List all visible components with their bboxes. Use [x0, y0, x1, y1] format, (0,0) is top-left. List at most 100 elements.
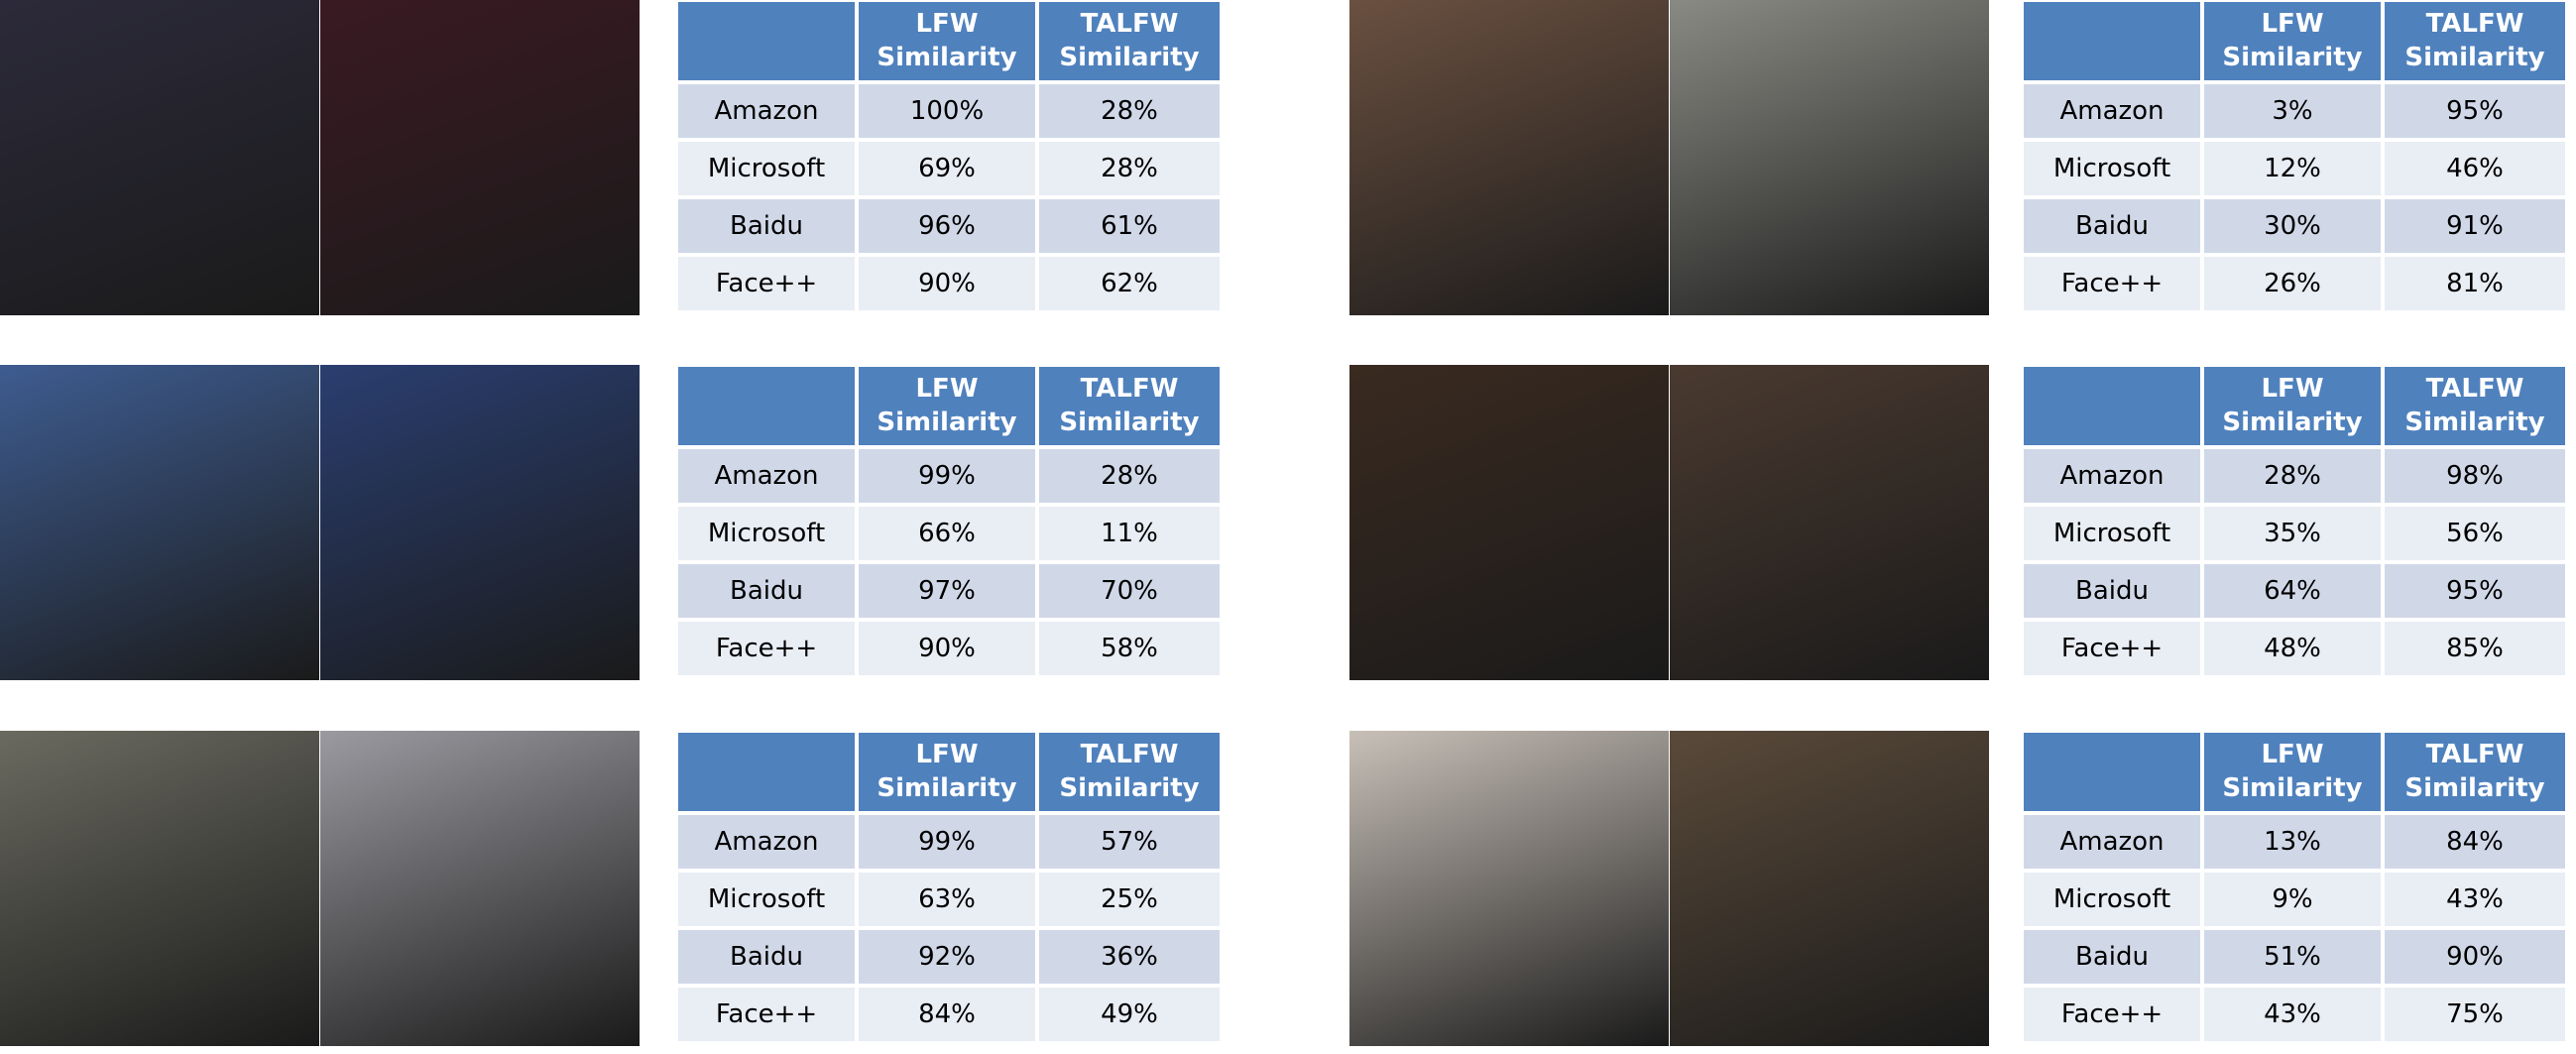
- similarity-cell: 81%: [2383, 255, 2567, 312]
- service-name: Microsoft: [2022, 871, 2202, 928]
- similarity-cell: 28%: [1037, 140, 1222, 197]
- similarity-cell: 70%: [1037, 562, 1222, 620]
- face-photo: [1670, 365, 1989, 680]
- similarity-cell: 90%: [857, 620, 1037, 677]
- service-name: Amazon: [676, 82, 857, 140]
- similarity-cell: 43%: [2383, 871, 2567, 928]
- similarity-cell: 95%: [2383, 562, 2567, 620]
- similarity-cell: 91%: [2383, 197, 2567, 255]
- face-photo: [1670, 731, 1989, 1046]
- service-name: Microsoft: [676, 871, 857, 928]
- service-name: Face++: [2022, 620, 2202, 677]
- column-header: TALFW Similarity: [1037, 731, 1222, 813]
- similarity-cell: 3%: [2202, 82, 2383, 140]
- service-name: Face++: [2022, 255, 2202, 312]
- service-name: Baidu: [2022, 928, 2202, 986]
- similarity-cell: 12%: [2202, 140, 2383, 197]
- similarity-cell: 63%: [857, 871, 1037, 928]
- similarity-cell: 46%: [2383, 140, 2567, 197]
- column-header: TALFW Similarity: [2383, 731, 2567, 813]
- service-name: Microsoft: [2022, 505, 2202, 562]
- service-name: Amazon: [2022, 813, 2202, 871]
- column-header: LFW Similarity: [857, 365, 1037, 447]
- similarity-cell: 90%: [857, 255, 1037, 312]
- similarity-cell: 100%: [857, 82, 1037, 140]
- similarity-cell: 95%: [2383, 82, 2567, 140]
- similarity-cell: 85%: [2383, 620, 2567, 677]
- column-header: LFW Similarity: [857, 731, 1037, 813]
- similarity-cell: 66%: [857, 505, 1037, 562]
- header-cell: [2022, 0, 2202, 82]
- similarity-cell: 99%: [857, 813, 1037, 871]
- similarity-cell: 84%: [857, 986, 1037, 1043]
- column-header: TALFW Similarity: [1037, 0, 1222, 82]
- similarity-cell: 64%: [2202, 562, 2383, 620]
- service-name: Microsoft: [676, 140, 857, 197]
- service-name: Face++: [676, 255, 857, 312]
- similarity-cell: 69%: [857, 140, 1037, 197]
- header-cell: [676, 731, 857, 813]
- face-photo: [0, 0, 319, 315]
- similarity-cell: 90%: [2383, 928, 2567, 986]
- similarity-cell: 43%: [2202, 986, 2383, 1043]
- similarity-cell: 48%: [2202, 620, 2383, 677]
- similarity-cell: 13%: [2202, 813, 2383, 871]
- face-photo: [0, 365, 319, 680]
- similarity-cell: 92%: [857, 928, 1037, 986]
- column-header: TALFW Similarity: [2383, 365, 2567, 447]
- service-name: Face++: [676, 620, 857, 677]
- similarity-cell: 98%: [2383, 447, 2567, 505]
- similarity-cell: 84%: [2383, 813, 2567, 871]
- similarity-cell: 96%: [857, 197, 1037, 255]
- column-header: LFW Similarity: [2202, 365, 2383, 447]
- similarity-cell: 61%: [1037, 197, 1222, 255]
- service-name: Amazon: [2022, 82, 2202, 140]
- service-name: Microsoft: [2022, 140, 2202, 197]
- similarity-cell: 11%: [1037, 505, 1222, 562]
- column-header: TALFW Similarity: [1037, 365, 1222, 447]
- column-header: LFW Similarity: [2202, 0, 2383, 82]
- similarity-cell: 97%: [857, 562, 1037, 620]
- similarity-cell: 25%: [1037, 871, 1222, 928]
- similarity-cell: 99%: [857, 447, 1037, 505]
- similarity-cell: 35%: [2202, 505, 2383, 562]
- service-name: Amazon: [2022, 447, 2202, 505]
- column-header: LFW Similarity: [857, 0, 1037, 82]
- header-cell: [2022, 365, 2202, 447]
- similarity-cell: 57%: [1037, 813, 1222, 871]
- face-photo: [1349, 731, 1669, 1046]
- header-cell: [2022, 731, 2202, 813]
- header-cell: [676, 365, 857, 447]
- service-name: Baidu: [2022, 562, 2202, 620]
- service-name: Baidu: [2022, 197, 2202, 255]
- similarity-cell: 36%: [1037, 928, 1222, 986]
- similarity-cell: 75%: [2383, 986, 2567, 1043]
- similarity-cell: 56%: [2383, 505, 2567, 562]
- service-name: Baidu: [676, 562, 857, 620]
- column-header: LFW Similarity: [2202, 731, 2383, 813]
- face-photo: [320, 731, 640, 1046]
- similarity-cell: 9%: [2202, 871, 2383, 928]
- service-name: Face++: [676, 986, 857, 1043]
- similarity-cell: 30%: [2202, 197, 2383, 255]
- face-photo: [320, 0, 640, 315]
- service-name: Amazon: [676, 813, 857, 871]
- similarity-cell: 26%: [2202, 255, 2383, 312]
- service-name: Face++: [2022, 986, 2202, 1043]
- service-name: Baidu: [676, 197, 857, 255]
- service-name: Amazon: [676, 447, 857, 505]
- similarity-cell: 28%: [2202, 447, 2383, 505]
- face-photo: [320, 365, 640, 680]
- face-photo: [1349, 365, 1669, 680]
- header-cell: [676, 0, 857, 82]
- face-photo: [1670, 0, 1989, 315]
- similarity-cell: 49%: [1037, 986, 1222, 1043]
- similarity-cell: 28%: [1037, 82, 1222, 140]
- similarity-cell: 58%: [1037, 620, 1222, 677]
- column-header: TALFW Similarity: [2383, 0, 2567, 82]
- similarity-cell: 62%: [1037, 255, 1222, 312]
- face-photo: [1349, 0, 1669, 315]
- similarity-cell: 51%: [2202, 928, 2383, 986]
- face-photo: [0, 731, 319, 1046]
